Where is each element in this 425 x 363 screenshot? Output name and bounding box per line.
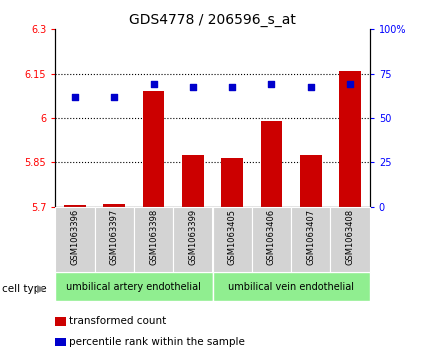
Text: GSM1063406: GSM1063406 [267, 209, 276, 265]
Bar [261, 121, 282, 207]
Text: cell type: cell type [2, 284, 47, 294]
Text: GSM1063405: GSM1063405 [228, 209, 237, 265]
Text: GDS4778 / 206596_s_at: GDS4778 / 206596_s_at [129, 13, 296, 27]
Bar [212, 207, 252, 272]
Text: GSM1063407: GSM1063407 [306, 209, 315, 265]
Text: transformed count: transformed count [69, 316, 167, 326]
Bar [94, 207, 134, 272]
Bar [55, 272, 212, 301]
Text: GSM1063399: GSM1063399 [188, 209, 197, 265]
Text: GSM1063398: GSM1063398 [149, 209, 158, 265]
Point [229, 84, 235, 90]
Point [150, 81, 157, 87]
Text: umbilical artery endothelial: umbilical artery endothelial [66, 282, 201, 292]
Bar [331, 207, 370, 272]
Bar [212, 272, 370, 301]
Bar [291, 207, 331, 272]
Bar [300, 155, 322, 207]
Point [71, 94, 78, 100]
Point [268, 81, 275, 87]
Bar [339, 70, 361, 207]
Point [190, 84, 196, 90]
Bar [173, 207, 212, 272]
Text: GSM1063396: GSM1063396 [71, 209, 79, 265]
Text: percentile rank within the sample: percentile rank within the sample [69, 337, 245, 347]
Bar [221, 158, 243, 207]
Bar [55, 207, 94, 272]
Point [307, 84, 314, 90]
Text: umbilical vein endothelial: umbilical vein endothelial [228, 282, 354, 292]
Point [347, 81, 354, 87]
Bar [182, 155, 204, 207]
Bar [103, 204, 125, 207]
Text: GSM1063397: GSM1063397 [110, 209, 119, 265]
Text: ▶: ▶ [37, 284, 46, 294]
Bar [252, 207, 291, 272]
Text: GSM1063408: GSM1063408 [346, 209, 354, 265]
Point [111, 94, 118, 100]
Bar [64, 205, 86, 207]
Bar [143, 91, 164, 207]
Bar [134, 207, 173, 272]
